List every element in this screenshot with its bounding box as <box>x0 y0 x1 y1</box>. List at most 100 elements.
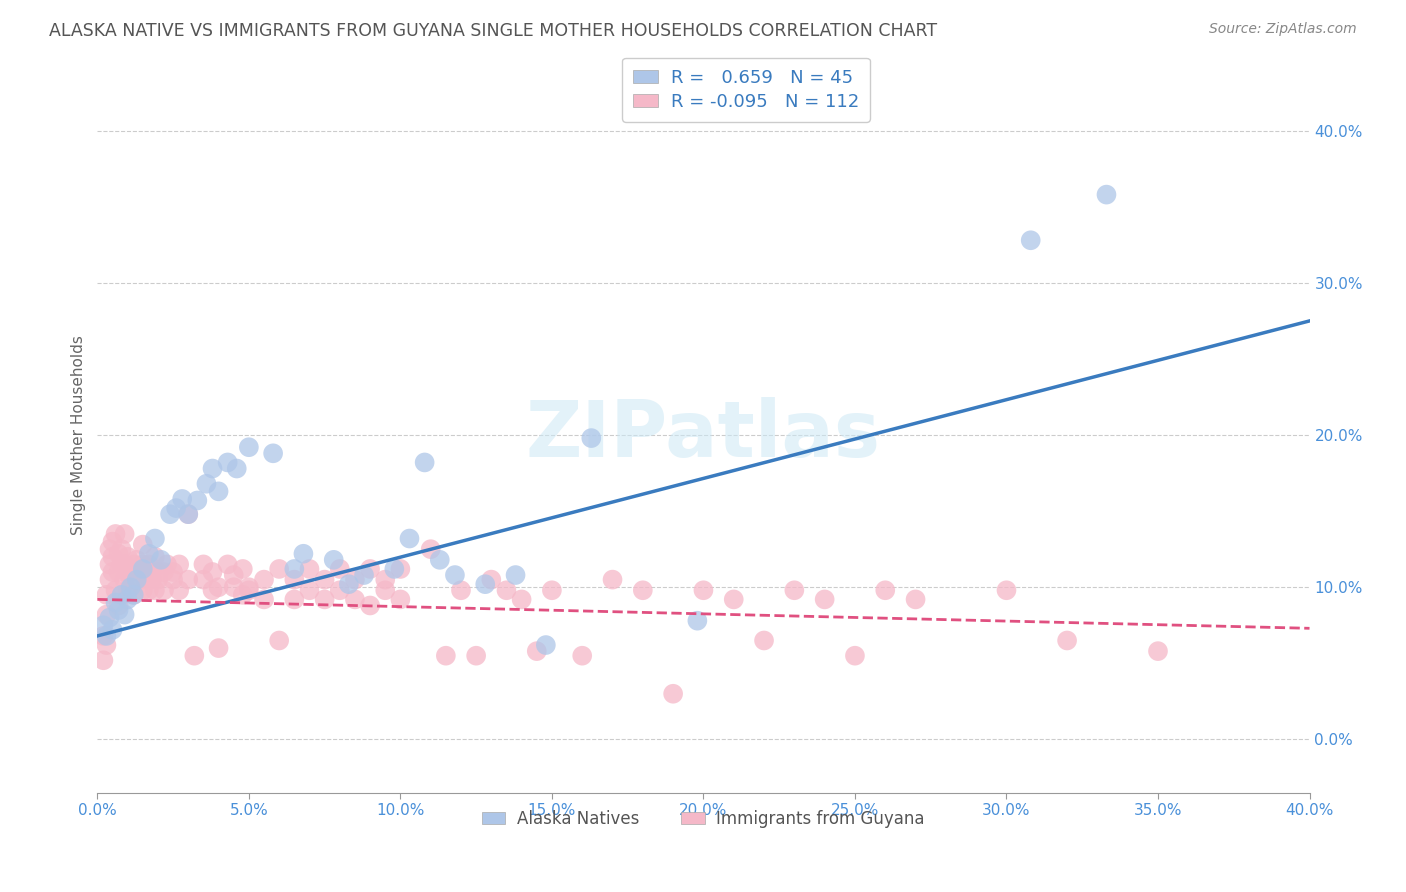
Point <box>114 527 136 541</box>
Point <box>114 558 136 572</box>
Point <box>177 573 200 587</box>
Point <box>98 573 121 587</box>
Point <box>534 638 557 652</box>
Point <box>132 583 155 598</box>
Point <box>389 592 412 607</box>
Point <box>110 588 132 602</box>
Point <box>195 476 218 491</box>
Point <box>186 493 208 508</box>
Point <box>120 580 142 594</box>
Text: Source: ZipAtlas.com: Source: ZipAtlas.com <box>1209 22 1357 37</box>
Point <box>125 573 148 587</box>
Point <box>283 573 305 587</box>
Point <box>96 629 118 643</box>
Point <box>253 573 276 587</box>
Point <box>107 565 129 579</box>
Point <box>269 633 291 648</box>
Point <box>104 583 127 598</box>
Point <box>222 568 245 582</box>
Point <box>526 644 548 658</box>
Point <box>138 547 160 561</box>
Point <box>153 565 176 579</box>
Point <box>298 562 321 576</box>
Point <box>283 562 305 576</box>
Point <box>93 629 115 643</box>
Point <box>479 573 502 587</box>
Point <box>253 592 276 607</box>
Point <box>329 562 352 576</box>
Point <box>374 573 396 587</box>
Point <box>193 573 215 587</box>
Point <box>138 558 160 572</box>
Point <box>162 573 184 587</box>
Point <box>662 687 685 701</box>
Point <box>232 588 254 602</box>
Point <box>101 549 124 564</box>
Point <box>389 562 412 576</box>
Point <box>413 455 436 469</box>
Point <box>844 648 866 663</box>
Point <box>298 583 321 598</box>
Point <box>114 573 136 587</box>
Point <box>329 583 352 598</box>
Point <box>143 583 166 598</box>
Point <box>165 501 187 516</box>
Point <box>135 573 157 587</box>
Point <box>382 562 405 576</box>
Legend: Alaska Natives, Immigrants from Guyana: Alaska Natives, Immigrants from Guyana <box>475 803 931 834</box>
Point <box>232 562 254 576</box>
Point <box>207 641 229 656</box>
Point <box>292 547 315 561</box>
Point <box>141 565 163 579</box>
Point <box>177 507 200 521</box>
Point <box>225 461 247 475</box>
Point <box>101 565 124 579</box>
Point <box>207 484 229 499</box>
Point <box>122 588 145 602</box>
Point <box>995 583 1018 598</box>
Point <box>398 532 420 546</box>
Point <box>450 583 472 598</box>
Point <box>117 565 139 579</box>
Point <box>783 583 806 598</box>
Point <box>138 583 160 598</box>
Point <box>904 592 927 607</box>
Point <box>510 592 533 607</box>
Point <box>602 573 624 587</box>
Point <box>474 577 496 591</box>
Point <box>571 648 593 663</box>
Point <box>159 507 181 521</box>
Point <box>283 592 305 607</box>
Point <box>143 549 166 564</box>
Point <box>114 607 136 622</box>
Point <box>238 580 260 594</box>
Point <box>122 558 145 572</box>
Point <box>631 583 654 598</box>
Point <box>1095 187 1118 202</box>
Point <box>177 507 200 521</box>
Point <box>353 568 375 582</box>
Text: ALASKA NATIVE VS IMMIGRANTS FROM GUYANA SINGLE MOTHER HOUSEHOLDS CORRELATION CHA: ALASKA NATIVE VS IMMIGRANTS FROM GUYANA … <box>49 22 938 40</box>
Point <box>153 583 176 598</box>
Point <box>128 565 150 579</box>
Point <box>120 573 142 587</box>
Point <box>419 542 441 557</box>
Point <box>193 558 215 572</box>
Point <box>505 568 527 582</box>
Point <box>117 549 139 564</box>
Point <box>359 562 381 576</box>
Point <box>686 614 709 628</box>
Point <box>238 440 260 454</box>
Point <box>107 547 129 561</box>
Point <box>93 618 115 632</box>
Point <box>207 580 229 594</box>
Point <box>125 553 148 567</box>
Point <box>172 491 194 506</box>
Point <box>217 455 239 469</box>
Point <box>429 553 451 567</box>
Point <box>1019 233 1042 247</box>
Point <box>322 553 344 567</box>
Point <box>752 633 775 648</box>
Point <box>110 588 132 602</box>
Point <box>465 648 488 663</box>
